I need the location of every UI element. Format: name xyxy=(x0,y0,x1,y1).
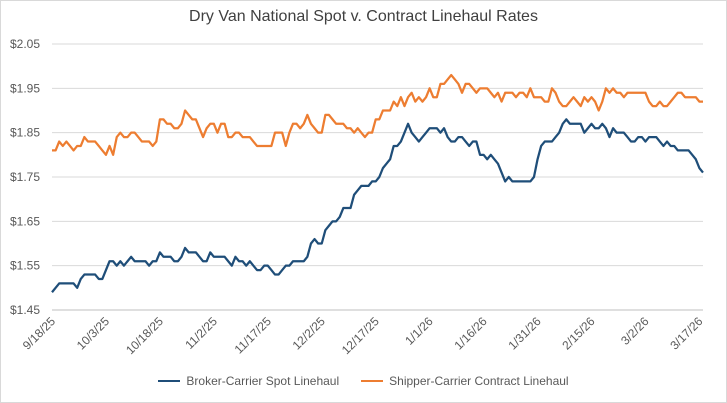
x-axis-ticks: 9/18/25 10/3/25 10/18/25 11/2/25 11/17/25 12/… xyxy=(20,314,706,357)
legend-item-spot: Broker-Carrier Spot Linehaul xyxy=(158,374,339,388)
series-line-spot xyxy=(51,118,704,293)
x-tick-label: 12/2/25 xyxy=(290,314,328,352)
legend-label-contract: Shipper-Carrier Contract Linehaul xyxy=(389,374,569,388)
x-tick-label: 11/17/25 xyxy=(232,314,275,357)
x-tick-label: 3/17/26 xyxy=(667,314,705,352)
x-tick-label: 11/2/25 xyxy=(182,314,220,352)
y-tick-label: $1.65 xyxy=(10,214,40,228)
legend: Broker-Carrier Spot Linehaul Shipper-Car… xyxy=(0,374,727,388)
y-tick-label: $1.75 xyxy=(10,170,40,184)
series-lines xyxy=(51,73,704,293)
x-tick-label: 2/15/26 xyxy=(559,314,597,352)
x-tick-label: 1/31/26 xyxy=(505,314,543,352)
legend-swatch-spot xyxy=(158,380,181,382)
y-tick-label: $1.55 xyxy=(10,259,40,273)
x-tick-label: 3/2/26 xyxy=(618,314,652,348)
x-tick-label: 12/17/25 xyxy=(339,314,382,357)
x-tick-label: 10/18/25 xyxy=(123,314,166,357)
y-tick-label: $1.95 xyxy=(10,81,40,95)
x-tick-label: 1/1/26 xyxy=(402,314,436,348)
gridlines xyxy=(52,43,703,311)
y-axis-ticks: $1.45 $1.55 $1.65 $1.75 $1.85 $1.95 $2.05 xyxy=(10,37,40,317)
x-tick-label: 9/18/25 xyxy=(20,314,58,352)
y-tick-label: $2.05 xyxy=(10,37,40,51)
legend-item-contract: Shipper-Carrier Contract Linehaul xyxy=(361,374,569,388)
series-line-contract xyxy=(52,73,703,156)
chart-title: Dry Van National Spot v. Contract Lineha… xyxy=(189,8,538,25)
x-tick-label: 10/3/25 xyxy=(74,314,112,352)
y-tick-label: $1.85 xyxy=(10,126,40,140)
legend-label-spot: Broker-Carrier Spot Linehaul xyxy=(186,374,340,388)
y-tick-label: $1.45 xyxy=(10,303,40,317)
legend-swatch-contract xyxy=(361,380,384,382)
x-tick-label: 1/16/26 xyxy=(452,314,490,352)
